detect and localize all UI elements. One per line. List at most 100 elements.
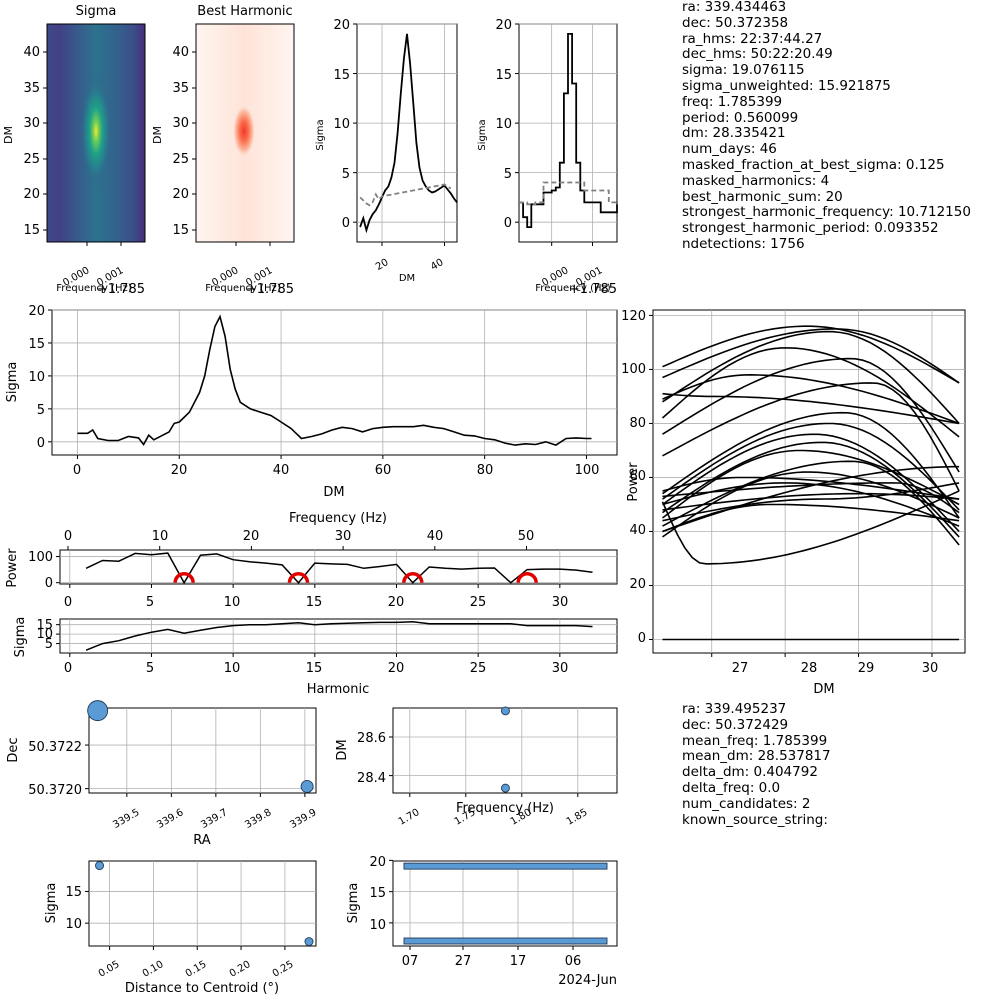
power-dm-xtick: 27 (732, 661, 749, 676)
sigma-dm-large-ytick: 5 (37, 403, 45, 418)
power-harmonic-xtick: 25 (470, 595, 487, 610)
dm-frequency-xlabel: Frequency (Hz) (456, 801, 554, 816)
power-dm-ytick: 80 (629, 416, 646, 431)
info-line: masked_fraction_at_best_sigma: 0.125 (682, 156, 945, 173)
sigma-dm-small-xtick: 20 (374, 257, 391, 273)
sigma-heatmap-peak (80, 73, 112, 189)
power-dm-ytick: 60 (629, 469, 646, 484)
dec-ra-xtick: 339.9 (288, 807, 318, 831)
best-harmonic-title: Best Harmonic (197, 4, 292, 19)
power-harmonic-ytick: 0 (45, 576, 53, 591)
sigma-harmonic-xtick: 25 (470, 661, 487, 676)
sigma-dm-small-ytick: 5 (342, 167, 350, 182)
info-line: num_days: 46 (682, 141, 777, 158)
sigma-distance-frame (88, 860, 317, 947)
dec-ra-ytick: 50.3722 (28, 740, 82, 755)
sigma-date-ytick: 15 (369, 886, 386, 901)
sigma-dm-large-xtick: 100 (575, 463, 600, 478)
best-harmonic-ytick: 20 (172, 187, 189, 202)
power-dm-panel: 0 20 40 60 80 100 120 27 28 29 30 DM Pow… (621, 309, 966, 697)
power-harmonic-xtick: 0 (64, 595, 72, 610)
sigma-date-panel: 10 15 20 07 27 17 06 2024-Jun Sigma (346, 855, 618, 988)
info-line: sigma: 19.076115 (682, 62, 805, 79)
dm-frequency-frame (392, 707, 618, 794)
dm-frequency-ytick: 28.6 (357, 731, 386, 746)
power-dm-ytick: 0 (638, 631, 646, 646)
info-line: ndetections: 1756 (682, 235, 805, 252)
dec-ra-xlabel: RA (193, 833, 211, 848)
best-harmonic-ytick: 35 (172, 81, 189, 96)
power-dm-xlabel: DM (813, 682, 834, 697)
sigma-date-bar (403, 937, 608, 945)
sigma-dm-large-ytick: 20 (28, 304, 45, 319)
sigma-freq-small-masked-line (519, 181, 617, 206)
dm-frequency-panel: 28.4 28.6 1.70 1.75 1.80 1.85 Frequency … (335, 706, 618, 828)
dm-frequency-ylabel: DM (335, 739, 350, 760)
summary-line: mean_dm: 28.537817 (682, 748, 831, 765)
power-dm-curve (662, 433, 960, 533)
sigma-distance-xlabel: Distance to Centroid (°) (125, 981, 279, 996)
power-harmonic-top-xtick: 20 (243, 529, 260, 544)
sigma-dm-large-xtick: 20 (171, 463, 188, 478)
sigma-date-ytick: 20 (369, 855, 386, 870)
dec-ra-ytick: 50.3720 (28, 783, 82, 798)
power-harmonic-top-xtick: 0 (64, 529, 72, 544)
sigma-date-xtick: 27 (455, 954, 472, 969)
summary-line: ra: 339.495237 (682, 701, 787, 717)
sigma-distance-ytick: 10 (65, 917, 82, 932)
power-dm-curve (662, 411, 960, 519)
dm-frequency-point (500, 706, 510, 716)
sigma-freq-small-xlabel: Frequency (Hz) (535, 283, 611, 294)
power-harmonic-ytick: 100 (28, 550, 53, 565)
sigma-freq-small-ytick: 10 (495, 117, 512, 132)
summary-line: mean_freq: 1.785399 (682, 732, 828, 749)
dec-ra-frame (88, 707, 317, 794)
power-harmonic-ylabel: Power (5, 548, 20, 588)
sigma-dm-large-ytick: 0 (37, 436, 45, 451)
sigma-harmonic-xtick: 10 (224, 661, 241, 676)
best-harmonic-offset: +1.785 (246, 282, 294, 297)
power-harmonic-xtick: 20 (388, 595, 405, 610)
sigma-dm-small-ylabel: Sigma (315, 119, 326, 150)
masked-harmonic-marker (402, 571, 424, 583)
power-harmonic-top-xtick: 50 (518, 529, 535, 544)
power-harmonic-top-xlabel: Frequency (Hz) (289, 511, 387, 526)
power-dm-curve (662, 422, 960, 511)
info-line: sigma_unweighted: 15.921875 (682, 77, 891, 94)
sigma-harmonic-ytick: 5 (45, 637, 53, 652)
power-dm-frame (652, 309, 966, 654)
sigma-harmonic-xtick: 0 (64, 661, 72, 676)
sigma-freq-small-ylabel: Sigma (477, 119, 488, 150)
masked-harmonic-marker (287, 571, 310, 583)
dec-ra-xtick: 339.5 (111, 807, 141, 831)
sigma-harmonic-xlabel: Harmonic (307, 682, 369, 697)
sigma-heatmap-ytick: 40 (23, 45, 40, 60)
sigma-freq-small-ytick: 5 (504, 167, 512, 182)
sigma-dm-large-panel: 0 5 10 15 20 0 20 40 60 80 100 DM Sigma (5, 304, 618, 500)
sigma-freq-small-ytick: 15 (495, 68, 512, 83)
dm-frequency-xtick: 1.85 (565, 807, 590, 828)
power-dm-ylabel: Power (626, 462, 641, 502)
power-dm-ytick: 120 (621, 309, 646, 324)
sigma-freq-small-offset: +1.785 (569, 282, 617, 297)
sigma-dm-small-masked-line (359, 183, 452, 207)
power-harmonic-xtick: 15 (306, 595, 323, 610)
info-line: strongest_harmonic_frequency: 10.712150 (682, 204, 971, 221)
info-line: ra: 339.434463 (682, 0, 787, 15)
power-harmonic-top-xtick: 30 (335, 529, 352, 544)
power-dm-xtick: 30 (922, 661, 939, 676)
power-harmonic-xtick: 30 (552, 595, 569, 610)
power-dm-curve (662, 465, 960, 533)
sigma-dm-small-xtick: 40 (429, 257, 446, 273)
sigma-date-bar (403, 862, 608, 870)
sigma-harmonic-xtick: 30 (552, 661, 569, 676)
sigma-heatmap-title: Sigma (76, 4, 117, 19)
dec-ra-point (87, 700, 109, 722)
power-dm-curve (662, 392, 960, 425)
dec-ra-xtick: 339.8 (243, 807, 273, 831)
summary-line: delta_freq: 0.0 (682, 779, 781, 796)
sigma-distance-xtick: 0.25 (271, 959, 296, 980)
dm-frequency-ytick: 28.4 (357, 771, 386, 786)
sigma-heatmap-frame (46, 23, 146, 243)
sigma-dm-small-frame (356, 23, 458, 243)
